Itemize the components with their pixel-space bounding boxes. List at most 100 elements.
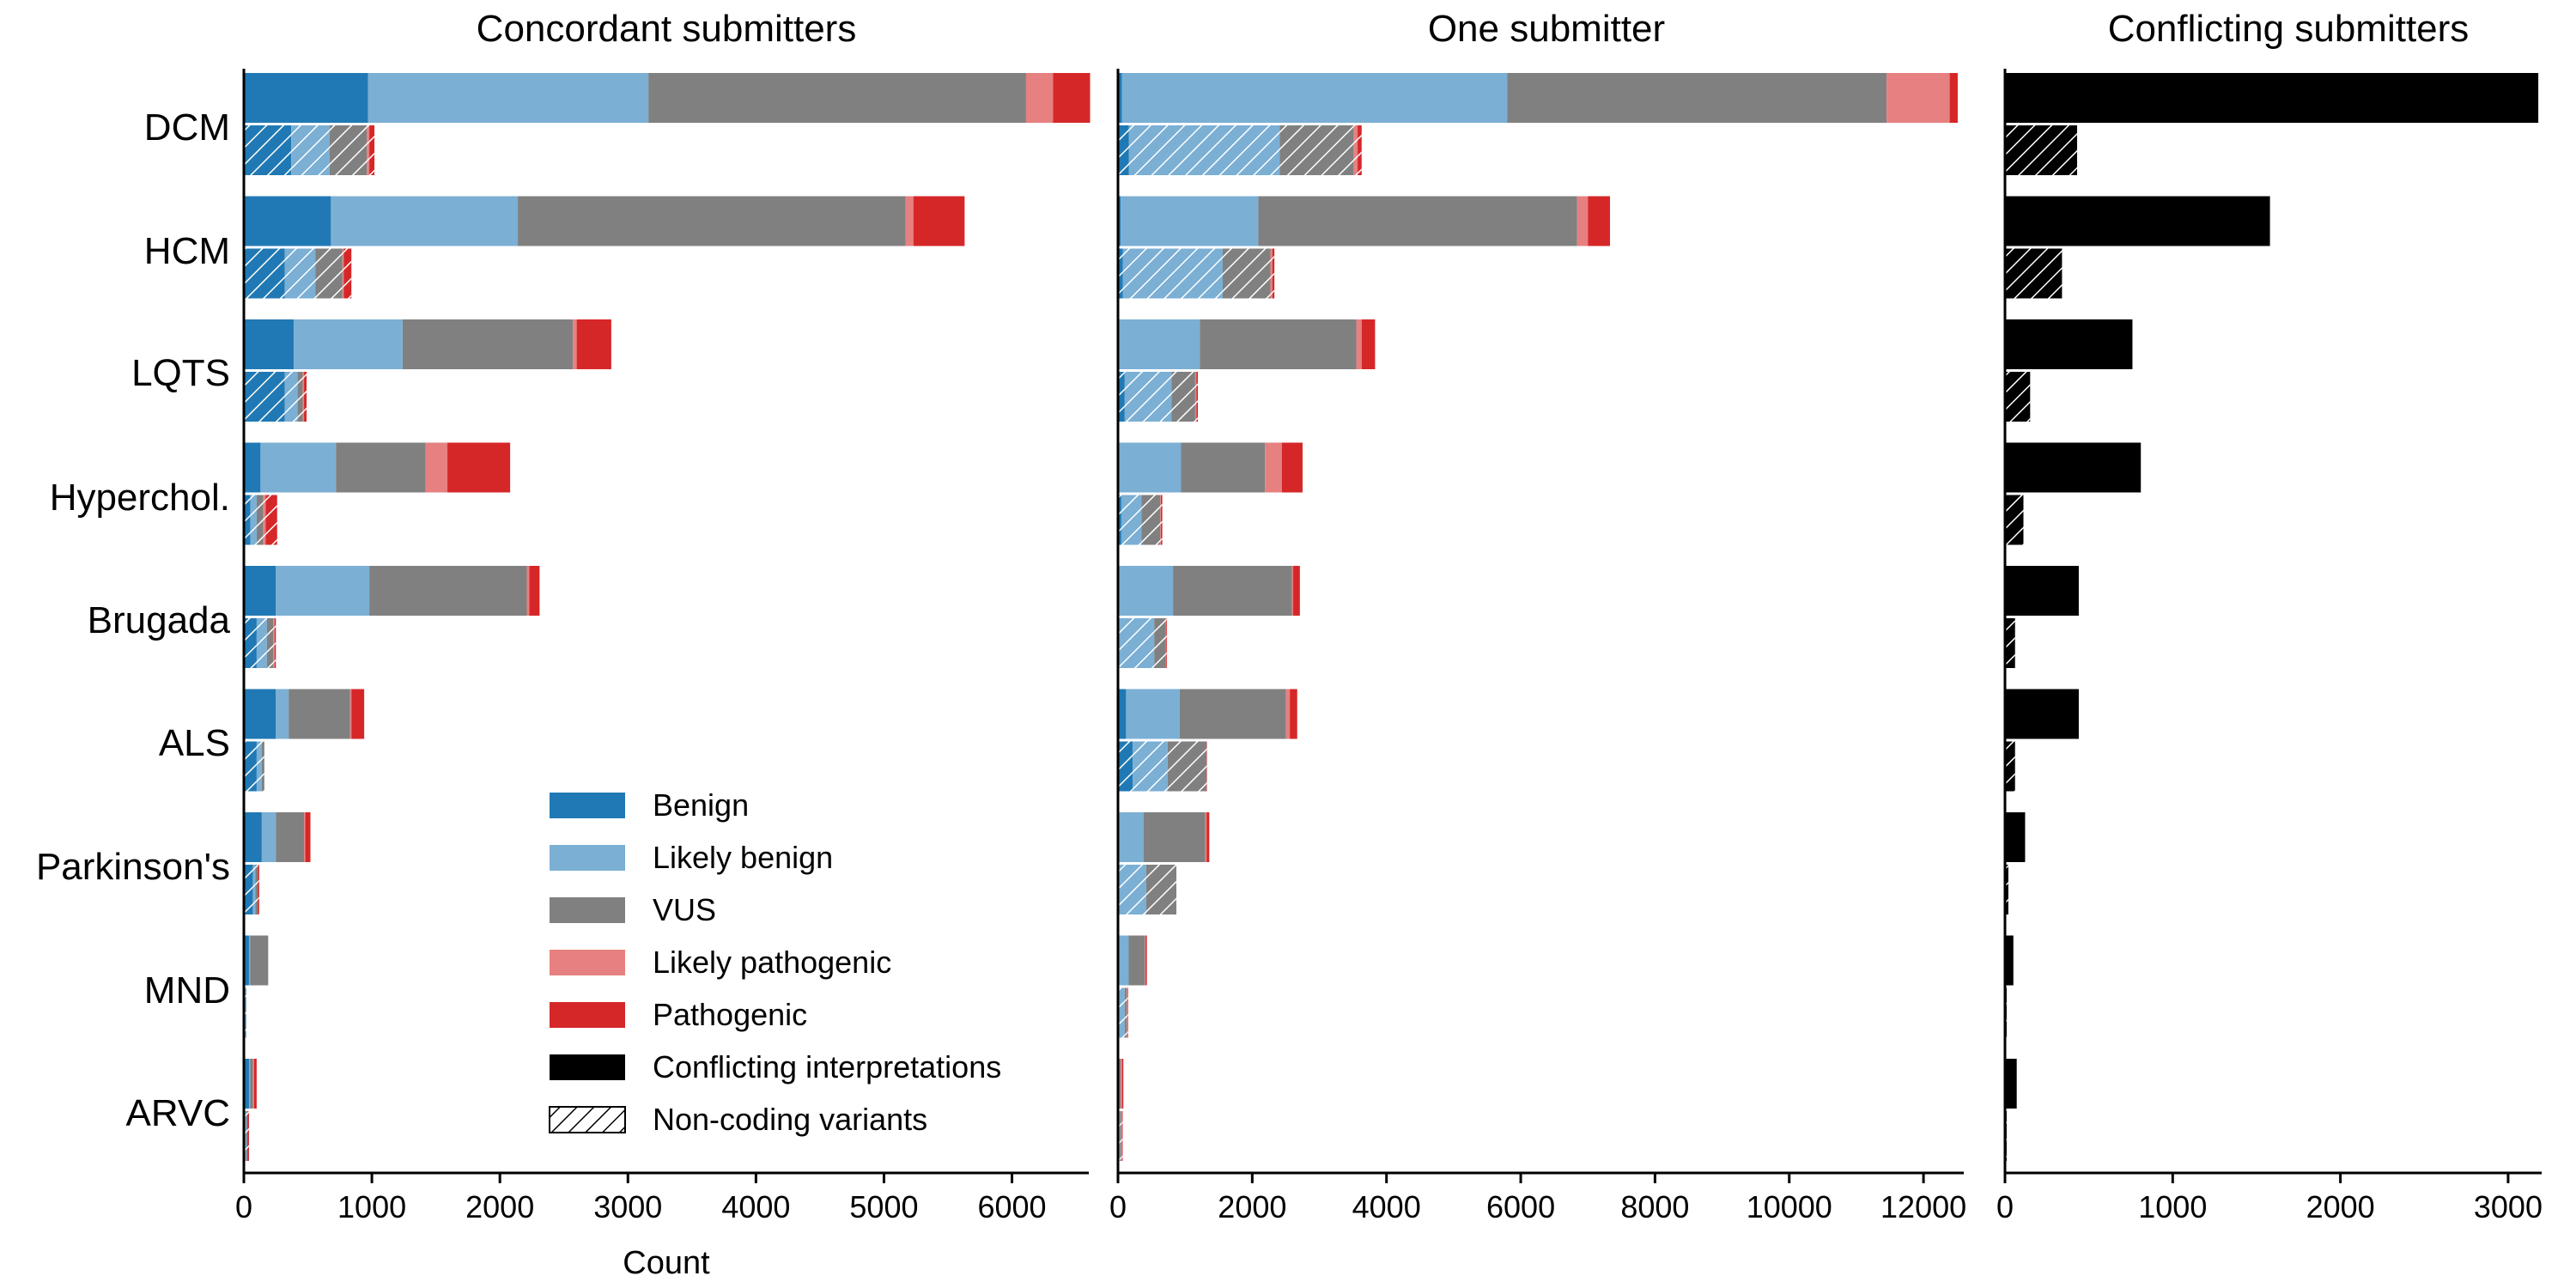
bar-one-submitter-lqts-likely_pathogenic: [1356, 319, 1362, 369]
noncoding-hatch-one-submitter-hyperchol-likely_benign: [1121, 495, 1142, 545]
x-tick-label-concordant-submitters-3000: 3000: [593, 1189, 662, 1224]
category-label-parkinsons: Parkinson's: [36, 846, 230, 888]
bar-concordant-submitters-parkinson-s-likely_benign: [261, 812, 276, 862]
bar-concordant-submitters-arvc-pathogenic: [253, 1059, 257, 1109]
bar-concordant-submitters-parkinson-s-benign: [244, 812, 262, 862]
category-label-mnd: MND: [144, 969, 230, 1012]
bar-concordant-submitters-brugada-benign: [244, 566, 276, 616]
bar-concordant-submitters-parkinson-s-likely_pathogenic: [304, 812, 306, 862]
noncoding-hatch-concordant-submitters-brugada-likely_benign: [256, 618, 267, 668]
bar-conflicting-submitters-hcm-conflicting: [2005, 196, 2270, 246]
noncoding-hatch-one-submitter-arvc-likely_benign: [1118, 1111, 1121, 1161]
x-axis-label: Count: [623, 1245, 710, 1281]
legend-swatch-likely-pathogenic: [550, 950, 625, 975]
noncoding-hatch-one-submitter-hyperchol-benign: [1118, 495, 1121, 545]
bar-one-submitter-dcm-likely_benign: [1121, 73, 1508, 123]
legend-label-non-coding: Non-coding variants: [653, 1102, 927, 1137]
noncoding-hatch-one-submitter-lqts-likely_benign: [1124, 372, 1172, 422]
noncoding-hatch-one-submitter-als-likely_pathogenic: [1206, 741, 1207, 792]
noncoding-hatch-concordant-submitters-lqts-vus: [297, 372, 303, 422]
bar-concordant-submitters-dcm-likely_benign: [368, 73, 649, 123]
noncoding-hatch-concordant-submitters-hyperchol-vus: [256, 495, 264, 545]
bar-concordant-submitters-hyperchol-likely_pathogenic: [425, 442, 448, 493]
legend-label-vus: VUS: [653, 892, 716, 927]
noncoding-hatch-concordant-submitters-dcm-vus: [329, 125, 368, 175]
bar-one-submitter-arvc-likely_pathogenic: [1121, 1059, 1122, 1109]
noncoding-hatch-concordant-submitters-brugada-benign: [244, 618, 257, 668]
bar-one-submitter-dcm-likely_pathogenic: [1886, 73, 1950, 123]
bar-one-submitter-parkinson-s-pathogenic: [1206, 812, 1210, 862]
bar-concordant-submitters-hyperchol-benign: [244, 442, 261, 493]
legend-swatch-benign: [550, 793, 625, 818]
bar-conflicting-submitters-brugada-conflicting: [2005, 566, 2079, 616]
bar-concordant-submitters-lqts-likely_pathogenic: [573, 319, 577, 369]
category-labels: DCM HCM LQTS Hyperchol. Brugada ALS Park…: [36, 106, 231, 1134]
bar-concordant-submitters-als-benign: [244, 689, 276, 739]
panel-title-concordant: Concordant submitters: [477, 8, 857, 50]
noncoding-hatch-concordant-submitters-dcm-likely_benign: [291, 125, 330, 175]
x-tick-label-concordant-submitters-4000: 4000: [721, 1189, 790, 1224]
bar-one-submitter-arvc-vus: [1119, 1059, 1121, 1109]
noncoding-hatch-one-submitter-brugada-likely_pathogenic: [1165, 618, 1167, 668]
bar-concordant-submitters-hyperchol-pathogenic: [447, 442, 511, 493]
bar-one-submitter-parkinson-s-likely_benign: [1119, 812, 1144, 862]
bar-concordant-submitters-parkinson-s-pathogenic: [305, 812, 311, 862]
bar-one-submitter-als-likely_benign: [1126, 689, 1180, 739]
bar-one-submitter-hcm-likely_pathogenic: [1577, 196, 1589, 246]
noncoding-hatch-one-submitter-hcm-vus: [1222, 248, 1271, 299]
noncoding-hatch-concordant-submitters-lqts-benign: [244, 372, 285, 422]
bar-concordant-submitters-brugada-pathogenic: [529, 566, 540, 616]
bar-conflicting-submitters-dcm-conflicting: [2005, 73, 2539, 123]
noncoding-hatch-concordant-submitters-als-likely_benign: [256, 741, 262, 792]
noncoding-hatch-one-submitter-hcm-benign: [1118, 248, 1123, 299]
noncoding-hatch-one-submitter-als-vus: [1167, 741, 1207, 792]
bar-concordant-submitters-brugada-vus: [369, 566, 527, 616]
noncoding-hatch-concordant-submitters-arvc-vus: [246, 1111, 248, 1161]
legend-swatch-conflicting: [550, 1054, 625, 1080]
noncoding-hatch-concordant-submitters-hcm-pathogenic: [343, 248, 352, 299]
bar-concordant-submitters-hcm-likely_benign: [331, 196, 519, 246]
noncoding-hatch-concordant-submitters-mnd-likely_benign: [245, 987, 246, 1038]
noncoding-hatch-concordant-submitters-dcm-likely_pathogenic: [367, 125, 370, 175]
noncoding-hatch-one-submitter-dcm-likely_benign: [1128, 125, 1280, 175]
noncoding-hatch-one-submitter-mnd-vus: [1124, 987, 1127, 1038]
bar-conflicting-submitters-mnd-conflicting: [2005, 935, 2014, 986]
noncoding-hatch-one-submitter-arvc-pathogenic: [1121, 1111, 1123, 1161]
legend-label-conflicting: Conflicting interpretations: [653, 1049, 1001, 1084]
noncoding-hatch-one-submitter-hcm-likely_benign: [1122, 248, 1223, 299]
bar-one-submitter-als-benign: [1118, 689, 1127, 739]
x-tick-label-concordant-submitters-5000: 5000: [849, 1189, 918, 1224]
bar-one-submitter-dcm-benign: [1118, 73, 1122, 123]
bar-one-submitter-als-likely_pathogenic: [1285, 689, 1291, 739]
category-label-hcm: HCM: [144, 230, 230, 272]
bar-one-submitter-mnd-pathogenic: [1145, 935, 1147, 986]
x-tick-label-one-submitter-0: 0: [1109, 1189, 1127, 1224]
noncoding-hatch-one-submitter-als-benign: [1118, 741, 1133, 792]
x-tick-label-one-submitter-8000: 8000: [1620, 1189, 1689, 1224]
noncoding-hatch-concordant-submitters-hyperchol-benign: [244, 495, 251, 545]
bar-conflicting-submitters-lqts-conflicting: [2005, 319, 2133, 369]
legend: Benign Likely benign VUS Likely pathogen…: [549, 787, 1001, 1137]
noncoding-hatch-conflicting-submitters-parkinson-s-conflicting: [2005, 865, 2008, 914]
panel-conflicting-submitters: 0 1000 2000 3000: [1996, 69, 2543, 1224]
bar-concordant-submitters-mnd-vus: [250, 935, 269, 986]
noncoding-hatch-concordant-submitters-lqts-pathogenic: [304, 372, 307, 422]
bar-conflicting-submitters-arvc-conflicting: [2005, 1059, 2017, 1109]
category-label-brugada: Brugada: [88, 599, 231, 641]
noncoding-hatch-conflicting-submitters-hcm-conflicting: [2005, 248, 2063, 299]
bar-one-submitter-arvc-pathogenic: [1121, 1059, 1124, 1109]
noncoding-hatch-concordant-submitters-parkinson-s-benign: [244, 865, 253, 914]
x-tick-label-one-submitter-10000: 10000: [1747, 1189, 1832, 1224]
bar-one-submitter-dcm-vus: [1507, 73, 1887, 123]
noncoding-hatch-one-submitter-als-likely_benign: [1133, 741, 1168, 792]
bar-one-submitter-lqts-pathogenic: [1361, 319, 1376, 369]
bar-one-submitter-lqts-vus: [1200, 319, 1357, 369]
x-tick-label-one-submitter-12000: 12000: [1880, 1189, 1966, 1224]
bar-one-submitter-hcm-likely_benign: [1121, 196, 1259, 246]
bar-concordant-submitters-hyperchol-likely_benign: [260, 442, 337, 493]
noncoding-hatch-one-submitter-mnd-pathogenic: [1127, 987, 1128, 1038]
noncoding-hatch-concordant-submitters-hyperchol-likely_pathogenic: [263, 495, 266, 545]
noncoding-hatch-concordant-submitters-dcm-pathogenic: [369, 125, 375, 175]
noncoding-hatch-one-submitter-lqts-benign: [1118, 372, 1125, 422]
legend-swatch-non-coding: [549, 1106, 626, 1133]
